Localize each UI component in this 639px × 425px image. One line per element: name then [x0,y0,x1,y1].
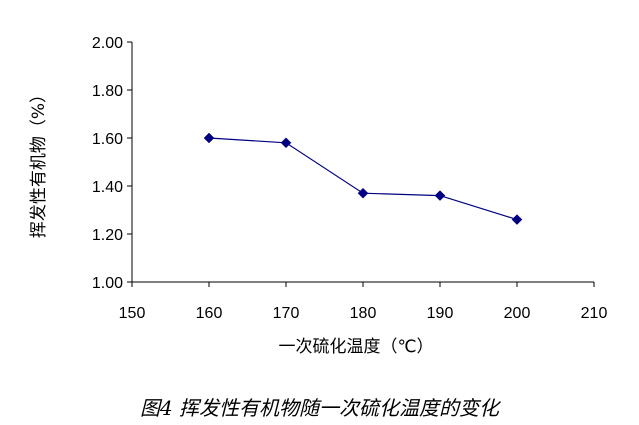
x-tick-label: 200 [504,305,531,322]
x-tick-label: 150 [119,305,146,322]
data-point-marker [357,187,369,199]
y-tick-label: 1.80 [92,83,123,100]
series-line [208,137,518,221]
data-point-marker [511,214,523,225]
y-tick-label: 1.40 [92,179,123,196]
x-tick-label: 180 [350,305,377,322]
y-tick-label: 1.00 [92,275,123,292]
x-tick-label: 170 [273,305,300,322]
y-tick-label: 1.20 [92,227,123,244]
data-point-marker [203,132,215,144]
x-axis-title: 一次硫化温度（℃） [278,337,433,357]
x-tick-label: 190 [427,305,454,322]
y-tick-label: 1.60 [92,131,123,148]
data-point-marker [434,190,446,201]
axes [131,42,594,283]
x-tick-label: 160 [196,305,223,322]
x-tick-label: 210 [581,305,608,322]
data-point-marker [280,137,292,149]
y-tick-label: 2.00 [92,35,123,52]
figure-caption: 图4 挥发性有机物随一次硫化温度的变化 [139,396,500,420]
y-axis-title: 挥发性有机物（%） [29,86,49,238]
ticks: 1.00 1.20 1.40 1.60 1.80 2.00 150 160 170 180 190 2… [92,35,608,322]
series-layer [203,132,523,225]
